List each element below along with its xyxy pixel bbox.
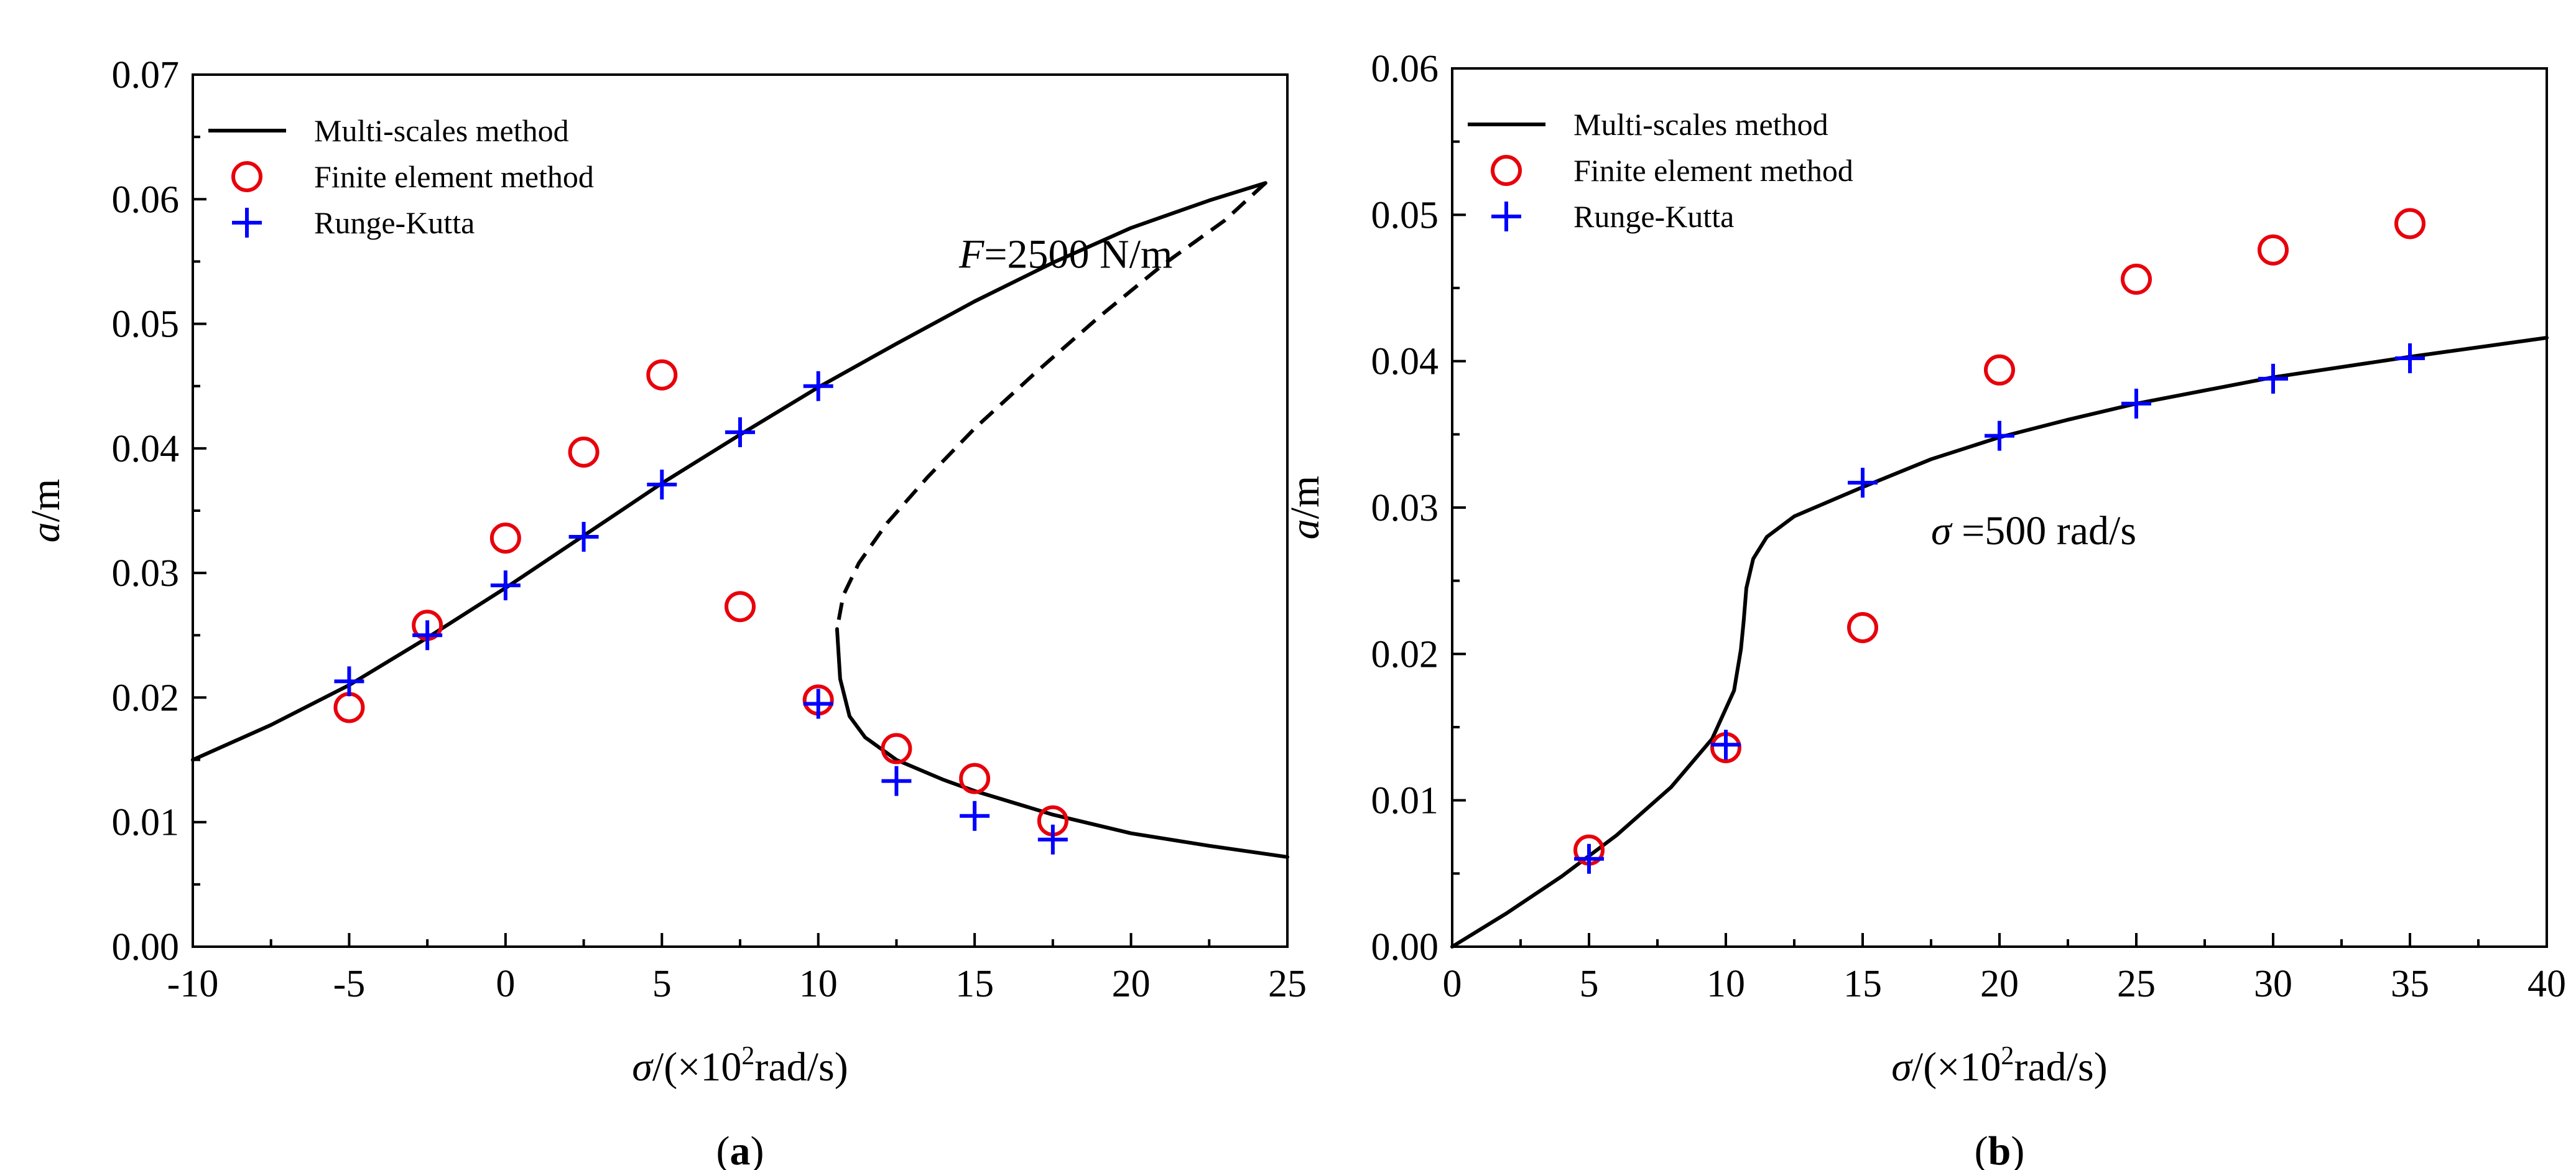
y-tick-label: 0.03	[1371, 487, 1439, 529]
rk-point	[960, 801, 990, 831]
y-tick-label: 0.01	[112, 802, 180, 844]
fem-point	[1984, 354, 2015, 386]
y-axis-label: a/m	[23, 479, 68, 543]
x-tick-label: -5	[333, 963, 366, 1005]
x-tick-label: 5	[652, 963, 672, 1005]
legend-plus-swatch	[232, 208, 262, 238]
rk-point	[1574, 843, 1604, 874]
rk-point	[725, 417, 755, 447]
chart-panel-b: 0 5 10 15 20 25 30 35 40 0.00 0.01 0.02 0.03 0.04 0.05…	[1282, 48, 2566, 1170]
x-tick-label: 15	[1843, 963, 1882, 1005]
y-tick-label: 0.00	[112, 926, 180, 968]
rk-point	[2395, 343, 2425, 373]
rk-point	[334, 666, 364, 697]
fem-point	[725, 591, 756, 623]
force-annotation: F=2500 N/m	[958, 231, 1172, 277]
fem-point	[646, 359, 678, 391]
rk-point	[412, 620, 443, 651]
y-tick-label: 0.05	[112, 304, 180, 346]
legend: Multi-scales method Finite element method…	[208, 113, 594, 240]
y-tick-label: 0.06	[112, 179, 180, 221]
rk-point	[2121, 388, 2151, 419]
fem-point	[2258, 234, 2289, 266]
rk-point	[1985, 420, 2014, 451]
legend-label: Runge-Kutta	[314, 205, 475, 240]
x-tick-label: 40	[2527, 963, 2566, 1005]
y-tick-label: 0.02	[112, 677, 180, 719]
fem-point	[2121, 263, 2152, 295]
x-tick-label: 0	[1443, 963, 1462, 1005]
legend-label: Runge-Kutta	[1573, 199, 1734, 234]
rk-point	[1037, 824, 1068, 855]
legend-circle-swatch	[1491, 155, 1522, 186]
rk-point	[568, 522, 599, 552]
x-tick-label: 15	[955, 963, 994, 1005]
x-tick-label: 0	[496, 963, 515, 1005]
y-tick-label: 0.00	[1371, 926, 1439, 968]
x-tick-label: 20	[1112, 963, 1151, 1005]
legend: Multi-scales method Finite element method…	[1468, 107, 1853, 234]
fem-point	[881, 733, 912, 764]
legend-circle-swatch	[231, 161, 262, 192]
y-axis-label: a/m	[1282, 476, 1328, 540]
x-tick-label: 10	[1707, 963, 1745, 1005]
series-line	[835, 627, 1289, 859]
fem-point	[959, 763, 991, 794]
x-tick-label: -10	[167, 963, 219, 1005]
x-tick-label: 10	[799, 963, 838, 1005]
x-tick-label: 5	[1580, 963, 1599, 1005]
x-axis-label: σ/(×102rad/s)	[1891, 1042, 2107, 1090]
y-tick-label: 0.07	[112, 54, 180, 96]
y-tick-label: 0.04	[112, 428, 180, 470]
rk-point	[647, 469, 677, 499]
sigma-annotation: σ =500 rad/s	[1931, 508, 2136, 554]
fem-point	[568, 436, 600, 468]
legend-label: Multi-scales method	[1573, 107, 1828, 142]
x-tick-label: 35	[2391, 963, 2429, 1005]
chart-panel-a: -10 -5 0 5 10 15 20 25 0.00 0.01 0.02 0.03 0.04 0.05 0…	[23, 54, 1307, 1170]
series-line	[1450, 336, 2549, 949]
y-tick-label: 0.02	[1371, 633, 1439, 676]
rk-point	[1711, 730, 1741, 760]
legend-label: Finite element method	[1573, 153, 1853, 188]
y-tick-label: 0.04	[1371, 341, 1439, 383]
fem-point	[489, 522, 521, 554]
legend-plus-swatch	[1491, 202, 1521, 231]
legend-label: Multi-scales method	[314, 113, 569, 148]
x-tick-label: 25	[1268, 963, 1307, 1005]
fem-point	[1847, 611, 1878, 643]
y-tick-label: 0.01	[1371, 780, 1439, 822]
rk-point	[803, 371, 833, 401]
y-tick-label: 0.05	[1371, 194, 1439, 236]
x-tick-label: 20	[1980, 963, 2019, 1005]
fem-point	[2394, 208, 2425, 239]
x-axis-label: σ/(×102rad/s)	[632, 1042, 848, 1090]
rk-point	[1848, 467, 1878, 498]
rk-point	[803, 689, 833, 719]
rk-point	[2258, 363, 2288, 394]
y-tick-label: 0.06	[1371, 48, 1439, 90]
rk-point	[881, 766, 912, 796]
panel-caption-a: (a)	[716, 1128, 764, 1170]
x-tick-label: 30	[2254, 963, 2292, 1005]
y-tick-label: 0.03	[112, 552, 180, 595]
legend-label: Finite element method	[314, 159, 594, 194]
panel-caption-b: (b)	[1975, 1128, 2025, 1170]
rk-point	[490, 570, 521, 601]
x-tick-label: 25	[2117, 963, 2156, 1005]
